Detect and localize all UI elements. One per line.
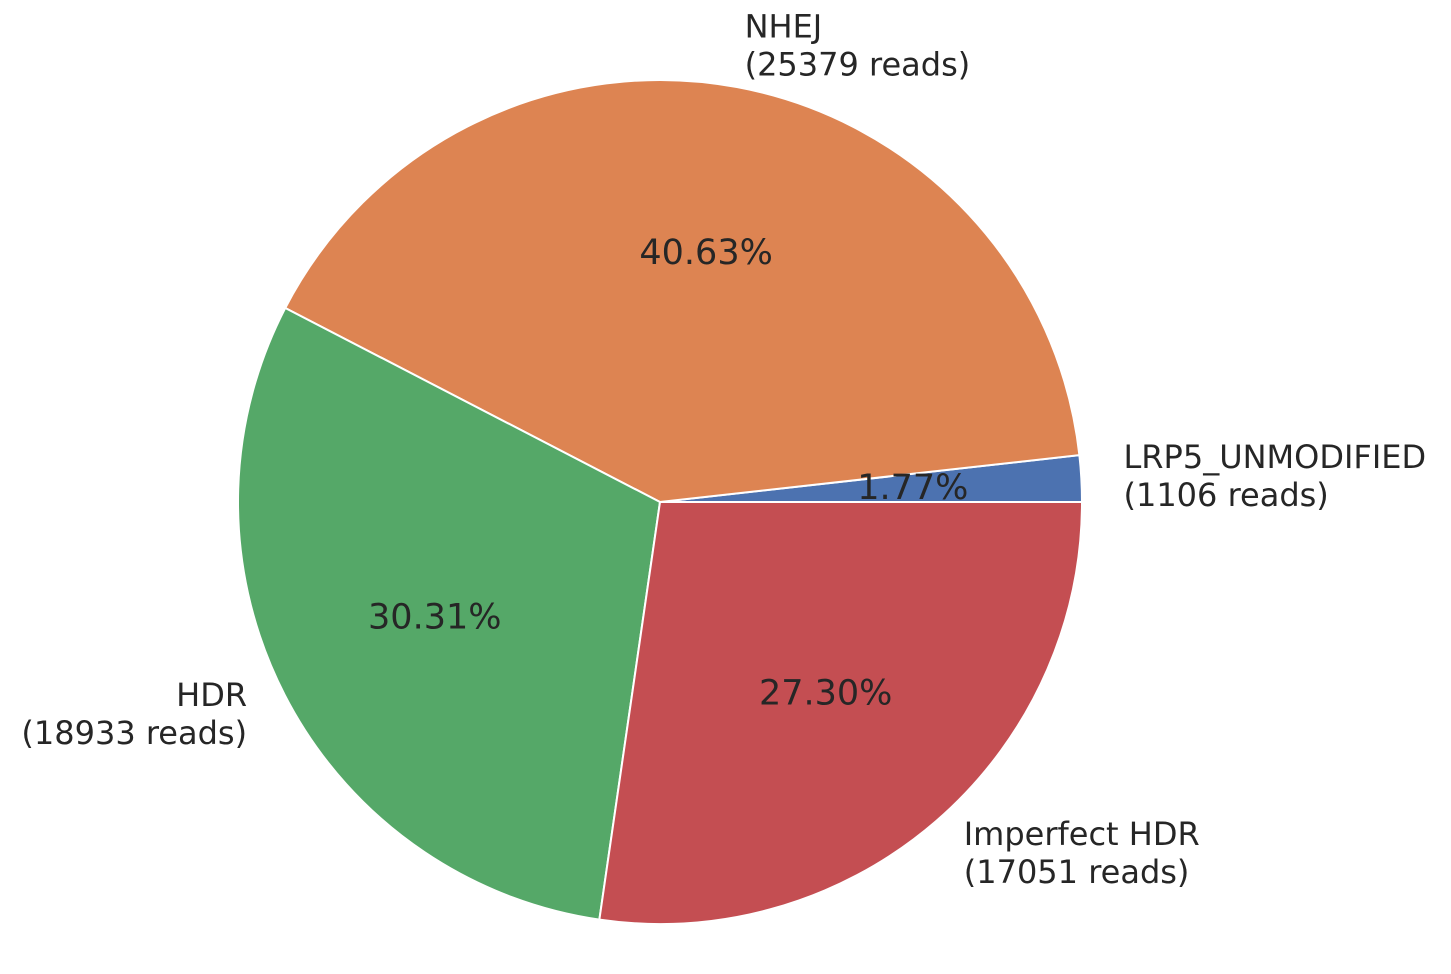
category-label-hdr: HDR (18933 reads) <box>21 676 247 752</box>
percent-label-lrp5-unmodified: 1.77% <box>857 468 968 508</box>
percent-label-imperfect-hdr: 27.30% <box>759 673 892 713</box>
percent-labels: 1.77% 40.63% 30.31% 27.30% <box>368 233 968 713</box>
pie-slices <box>237 79 1084 925</box>
percent-label-nhej: 40.63% <box>639 233 772 273</box>
category-label-nhej: NHEJ (25379 reads) <box>745 8 971 84</box>
category-label-imperfect-hdr: Imperfect HDR (17051 reads) <box>964 815 1200 891</box>
category-label-lrp5-unmodified: LRP5_UNMODIFIED (1106 reads) <box>1123 438 1426 514</box>
pie-slice-imperfect-hdr <box>598 501 1084 925</box>
pie-slice-nhej <box>283 79 1081 504</box>
percent-label-hdr: 30.31% <box>368 598 501 638</box>
category-labels: LRP5_UNMODIFIED (1106 reads) NHEJ (25379 re… <box>21 8 1426 891</box>
pie-slice-hdr <box>237 306 662 921</box>
